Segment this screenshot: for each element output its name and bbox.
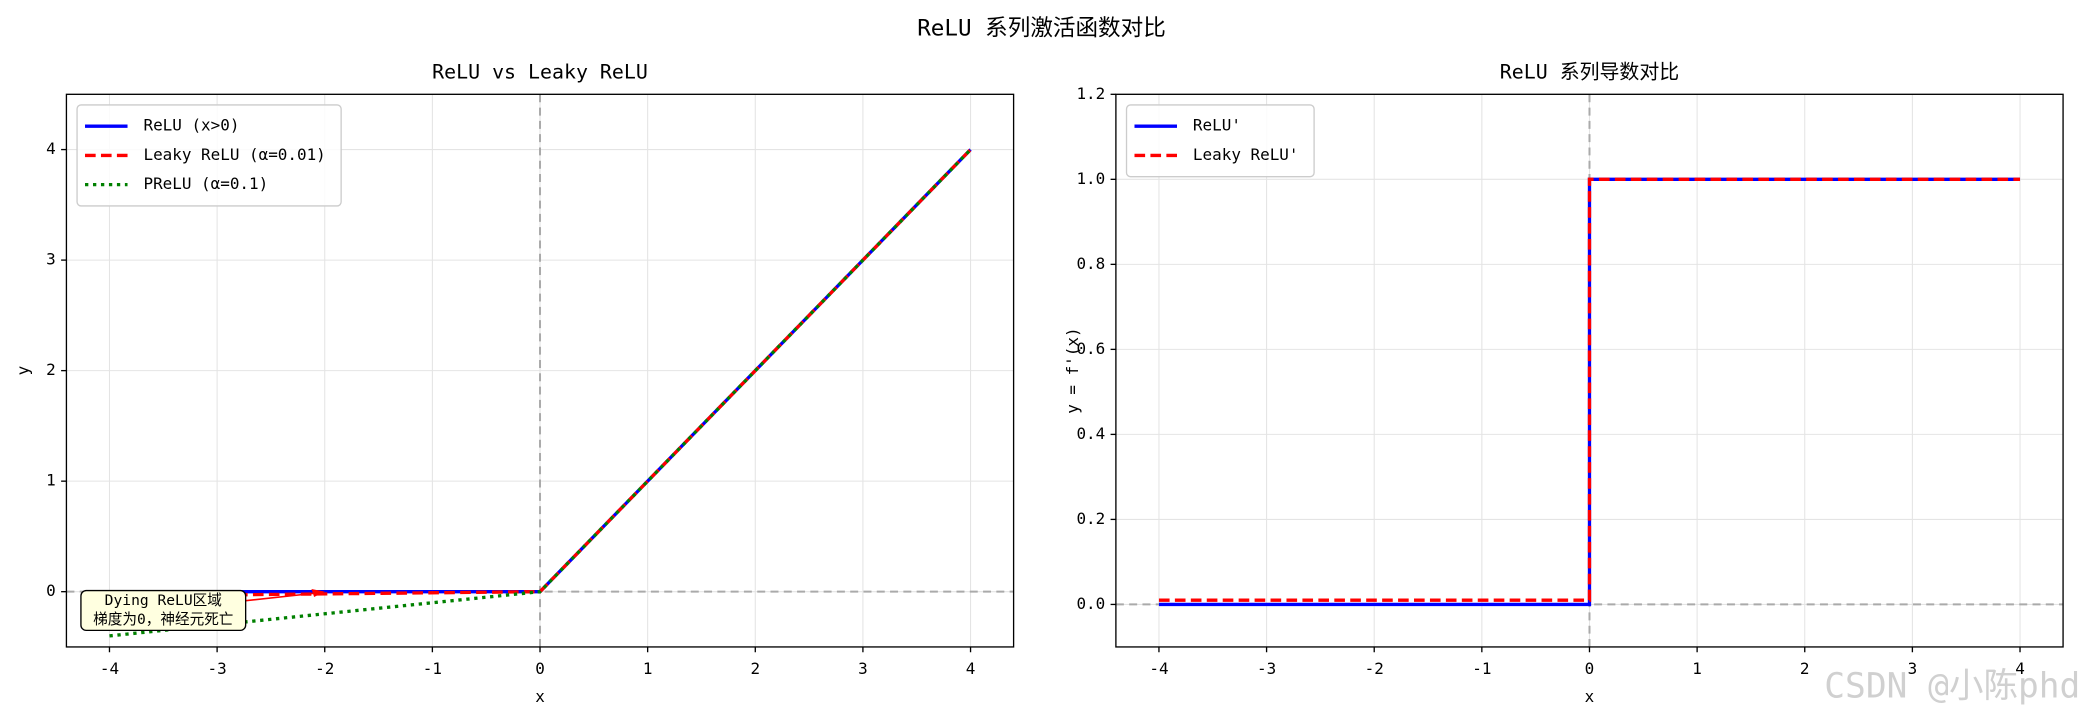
- y-tick-label: 0.2: [1076, 509, 1105, 528]
- y-tick-label: 0.6: [1076, 339, 1105, 358]
- annotation-box: [80, 589, 247, 632]
- legend-label: ReLU (x>0): [143, 116, 239, 135]
- y-tick-label: 2: [46, 360, 56, 379]
- axes-title: ReLU vs Leaky ReLU: [432, 61, 648, 84]
- y-tick-label: 1.0: [1076, 169, 1105, 188]
- y-tick-label: 1.2: [1076, 84, 1105, 103]
- x-tick-label: -2: [315, 659, 334, 678]
- legend-label: Leaky ReLU (α=0.01): [143, 145, 325, 164]
- y-tick-label: 0: [46, 581, 56, 600]
- legend-box: [76, 104, 342, 207]
- x-tick-label: -4: [100, 659, 119, 678]
- x-axis-label: x: [1585, 687, 1595, 706]
- y-tick-label: 0.0: [1076, 594, 1105, 613]
- y-axis-label: y: [13, 366, 32, 376]
- axes-frame: [1115, 93, 2064, 648]
- legend-box: [1125, 104, 1315, 178]
- annotation-arrowhead: [311, 589, 325, 597]
- data-line: [109, 148, 972, 638]
- data-line: [1158, 177, 2021, 602]
- legend-label: PReLU (α=0.1): [143, 174, 268, 193]
- x-tick-label: 4: [2015, 659, 2025, 678]
- annotation-text: Dying ReLU区域: [105, 592, 223, 609]
- x-tick-label: 1: [643, 659, 653, 678]
- y-tick-label: 0.8: [1076, 254, 1105, 273]
- figure-title: ReLU 系列激活函数对比: [917, 16, 1166, 42]
- x-tick-label: 3: [1908, 659, 1918, 678]
- x-tick-label: -1: [423, 659, 442, 678]
- y-tick-label: 0.4: [1076, 424, 1105, 443]
- y-tick-label: 4: [46, 139, 56, 158]
- legend-label: Leaky ReLU': [1193, 145, 1299, 164]
- x-tick-label: 0: [1585, 659, 1595, 678]
- x-tick-label: -1: [1472, 659, 1491, 678]
- annotation-text: 梯度为0，神经元死亡: [93, 611, 233, 628]
- x-tick-label: 1: [1692, 659, 1702, 678]
- y-tick-label: 3: [46, 250, 56, 269]
- x-tick-label: 4: [966, 659, 976, 678]
- x-tick-label: 2: [1800, 659, 1810, 678]
- x-tick-label: 2: [750, 659, 760, 678]
- axes-title: ReLU 系列导数对比: [1500, 61, 1679, 84]
- y-axis-label: y = f'(x): [1063, 327, 1082, 413]
- x-tick-label: 3: [858, 659, 868, 678]
- x-tick-label: -3: [208, 659, 227, 678]
- x-axis-label: x: [535, 687, 545, 706]
- x-tick-label: -4: [1149, 659, 1168, 678]
- x-tick-label: -2: [1365, 659, 1384, 678]
- watermark: CSDN @小陈phd: [1824, 667, 2080, 707]
- axes-frame: [65, 93, 1015, 648]
- x-tick-label: 0: [535, 659, 545, 678]
- y-tick-label: 1: [46, 471, 56, 490]
- legend-label: ReLU': [1193, 116, 1241, 135]
- x-tick-label: -3: [1257, 659, 1276, 678]
